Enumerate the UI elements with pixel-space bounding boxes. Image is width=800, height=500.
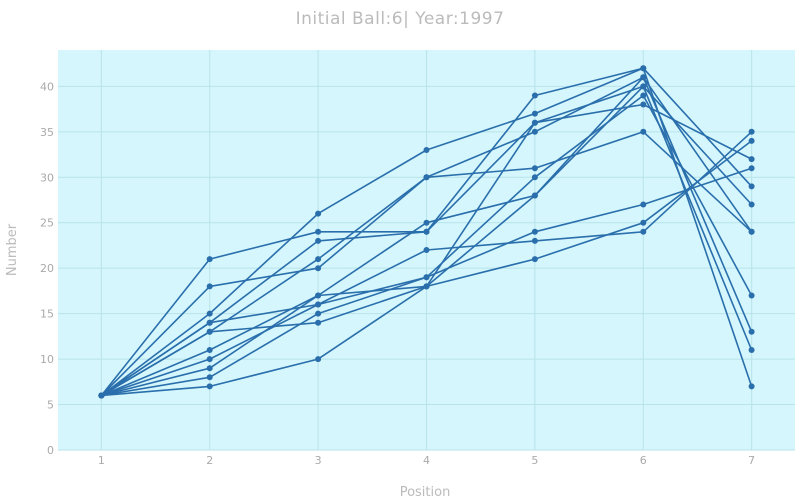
data-point [640, 92, 647, 99]
data-point [315, 310, 322, 317]
y-tick-label: 15 [40, 308, 54, 321]
data-point [748, 165, 755, 172]
x-tick-label: 5 [531, 454, 538, 467]
data-point [531, 192, 538, 199]
data-point [206, 347, 213, 353]
data-point [531, 110, 538, 117]
axis-ticks: 0 5 10 15 20 25 30 35 40 1 2 3 4 5 6 7 [40, 80, 755, 467]
y-tick-label: 0 [47, 444, 54, 457]
y-tick-label: 25 [40, 217, 54, 230]
data-point [315, 292, 322, 299]
data-point [423, 274, 430, 281]
data-point [423, 147, 430, 153]
data-point [531, 128, 538, 135]
y-tick-label: 40 [40, 80, 54, 93]
data-point [531, 92, 538, 99]
data-point [748, 201, 755, 208]
data-point [315, 301, 322, 308]
data-point [640, 65, 647, 72]
series-markers [98, 65, 755, 399]
data-point [531, 119, 538, 126]
data-point [206, 374, 213, 381]
x-tick-label: 3 [315, 454, 322, 467]
data-point [748, 347, 755, 353]
data-point [423, 219, 430, 226]
data-point [640, 219, 647, 226]
y-tick-label: 35 [40, 126, 54, 139]
data-point [748, 383, 755, 390]
x-tick-label: 2 [206, 454, 213, 467]
data-point [206, 383, 213, 390]
data-point [748, 137, 755, 144]
data-point [315, 256, 322, 263]
data-point [206, 256, 213, 263]
data-point [206, 283, 213, 290]
data-point [206, 365, 213, 372]
y-tick-label: 10 [40, 353, 54, 366]
data-point [640, 201, 647, 208]
data-point [748, 228, 755, 235]
data-point [315, 265, 322, 272]
data-point [315, 319, 322, 326]
data-point [315, 228, 322, 235]
data-point [748, 156, 755, 163]
data-point [531, 237, 538, 244]
data-point [640, 74, 647, 81]
data-point [748, 292, 755, 299]
data-point [206, 356, 213, 363]
data-point [423, 228, 430, 235]
data-point [315, 237, 322, 244]
data-point [748, 183, 755, 190]
x-tick-label: 7 [748, 454, 755, 467]
data-point [748, 328, 755, 335]
data-point [531, 228, 538, 235]
data-point [423, 174, 430, 181]
data-point [531, 174, 538, 181]
data-point [640, 83, 647, 90]
y-tick-label: 5 [47, 399, 54, 412]
data-point [423, 283, 430, 290]
data-point [315, 210, 322, 217]
data-point [423, 247, 430, 253]
data-point [531, 256, 538, 263]
data-point [315, 356, 322, 363]
data-point [206, 319, 213, 326]
data-point [640, 101, 647, 108]
data-point [531, 165, 538, 172]
data-point [98, 392, 105, 399]
data-point [748, 128, 755, 135]
x-axis-title: Position [400, 485, 451, 500]
x-tick-label: 1 [98, 454, 105, 467]
gridlines [58, 50, 795, 451]
y-tick-label: 30 [40, 171, 54, 184]
data-point [206, 310, 213, 317]
y-axis-title: Number [5, 223, 20, 276]
data-point [640, 228, 647, 235]
data-point [206, 328, 213, 335]
chart-title: Initial Ball:6| Year:1997 [296, 9, 505, 29]
x-tick-label: 6 [640, 454, 647, 467]
y-tick-label: 20 [40, 262, 54, 275]
x-tick-label: 4 [423, 454, 430, 467]
data-point [640, 128, 647, 135]
